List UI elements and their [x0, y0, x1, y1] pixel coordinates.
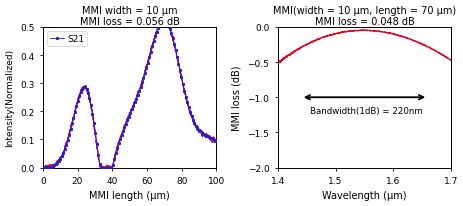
S21: [40, 166, 45, 169]
S21: [87, 97, 92, 100]
S21: [178, 77, 184, 79]
S21: [209, 138, 214, 140]
Line: S21: S21: [42, 20, 217, 169]
S21: [213, 140, 219, 143]
Text: Bandwidth(1dB) = 220nm: Bandwidth(1dB) = 220nm: [309, 106, 421, 115]
Title: MMI(width = 10 μm, length = 70 μm)
MMI loss = 0.048 dB: MMI(width = 10 μm, length = 70 μm) MMI l…: [272, 6, 455, 27]
Legend: S21: S21: [47, 32, 87, 47]
Y-axis label: Intensity(Normalized): Intensity(Normalized): [6, 49, 14, 147]
X-axis label: MMI length (μm): MMI length (μm): [89, 191, 169, 200]
S21: [76, 95, 82, 98]
S21: [136, 90, 142, 93]
Y-axis label: MMI loss (dB): MMI loss (dB): [232, 65, 241, 130]
S21: [159, 20, 165, 23]
S21: [161, 20, 166, 22]
Title: MMI width = 10 μm
MMI loss = 0.056 dB: MMI width = 10 μm MMI loss = 0.056 dB: [80, 6, 179, 27]
X-axis label: Wavelength (μm): Wavelength (μm): [321, 191, 406, 200]
